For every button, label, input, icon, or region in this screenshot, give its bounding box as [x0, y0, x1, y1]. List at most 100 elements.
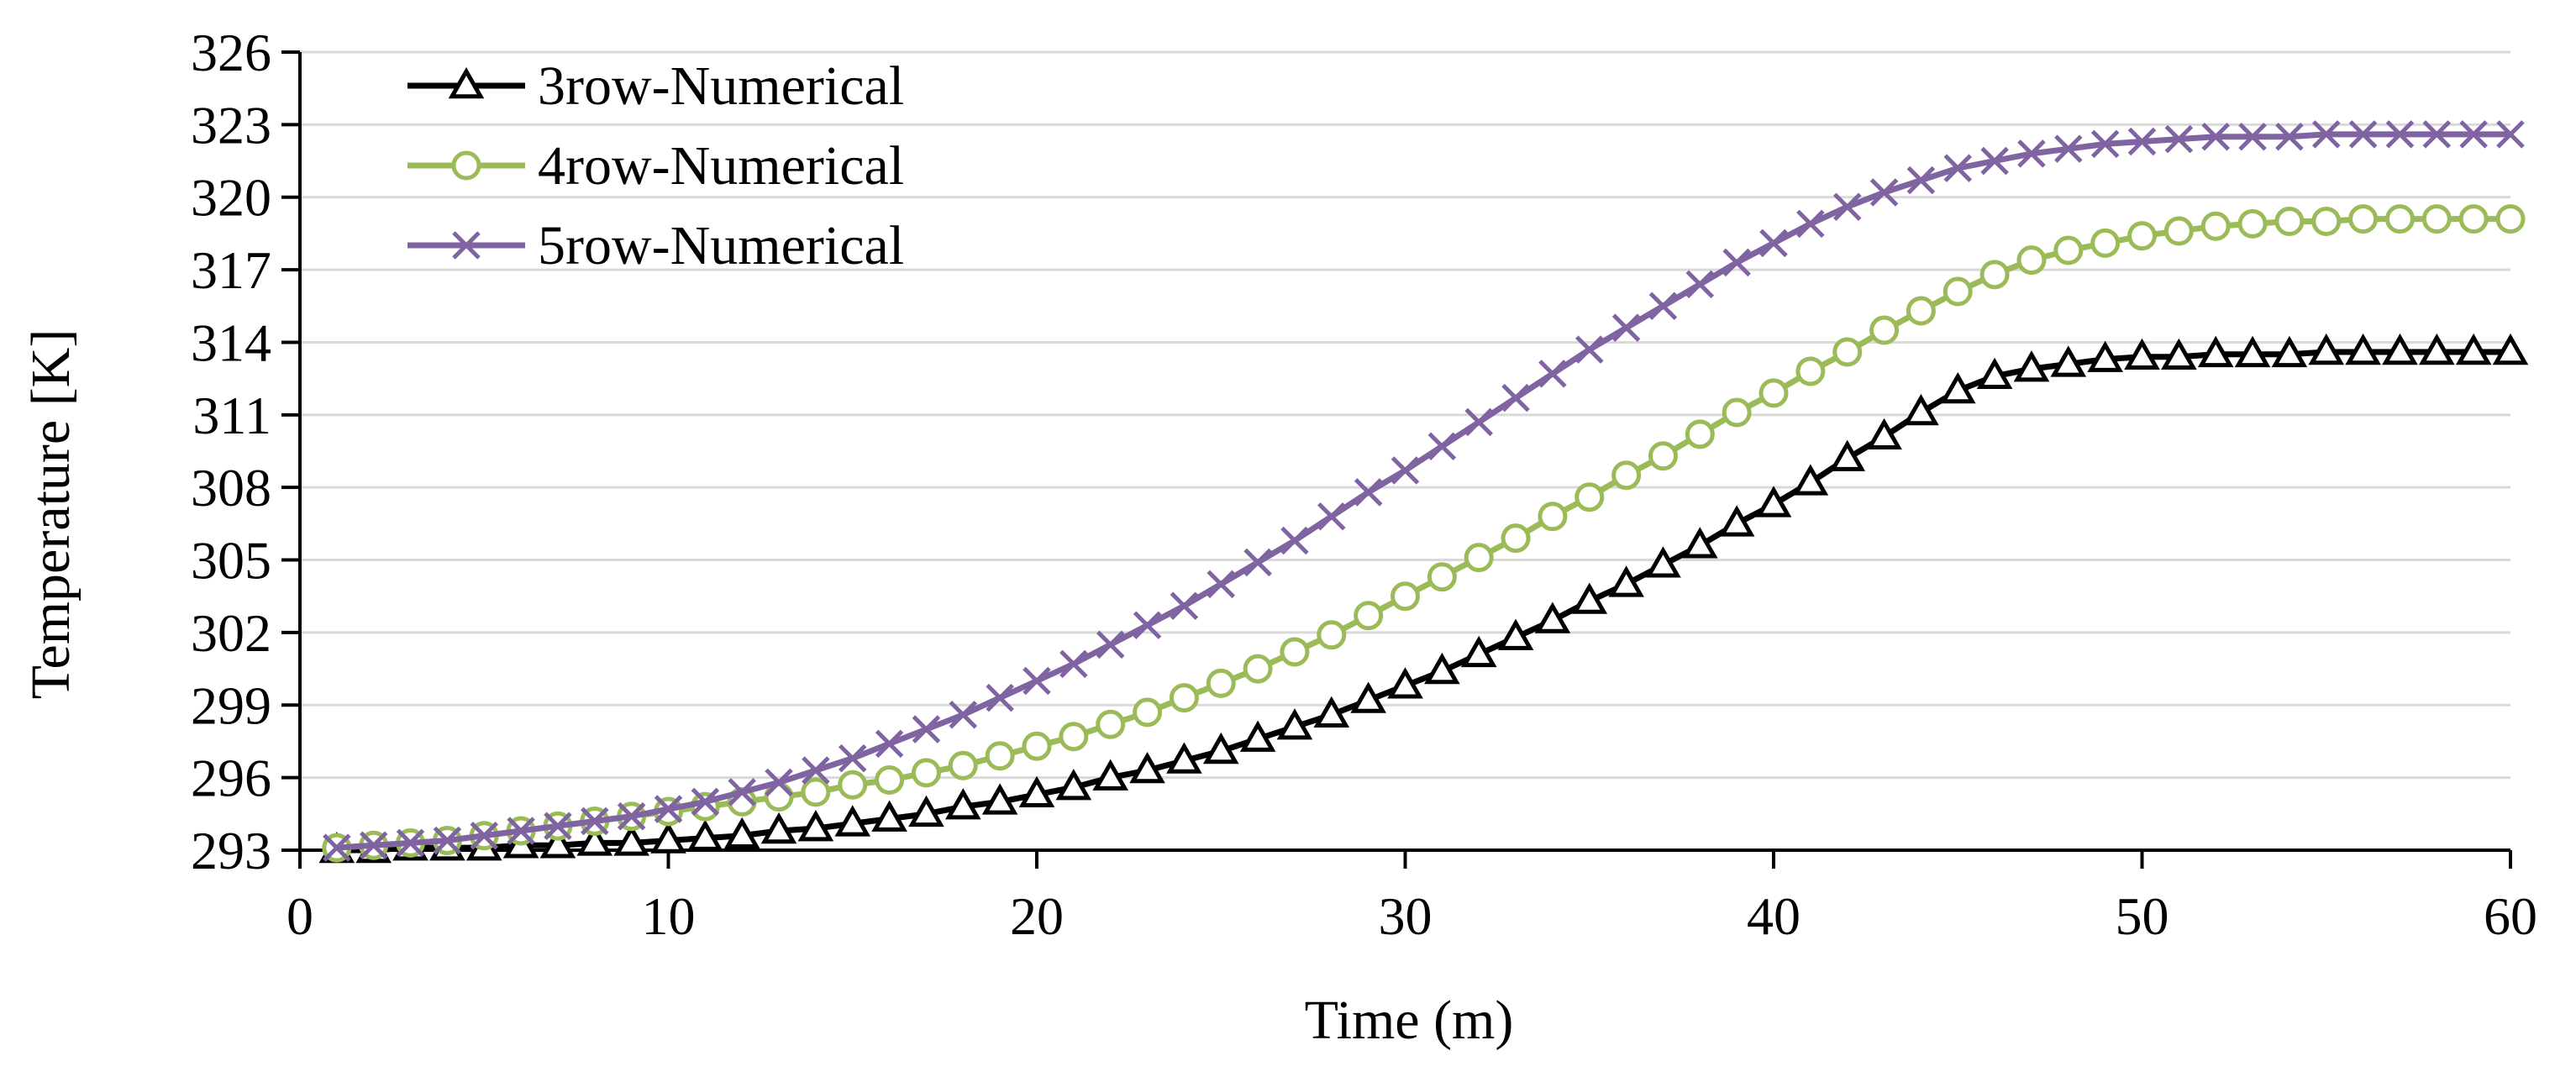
- data-point-triangle: [1976, 357, 2013, 390]
- data-point-x: [1501, 383, 1530, 412]
- data-point-x-stroke: [1133, 611, 1162, 640]
- data-point-x: [691, 787, 720, 817]
- data-point-triangle: [1460, 635, 1497, 668]
- data-point-x: [1648, 292, 1678, 321]
- data-point-x: [1722, 248, 1751, 277]
- x-tick-label: 10: [642, 886, 696, 946]
- data-point-x: [1023, 666, 1051, 696]
- data-point-x-stroke: [1391, 456, 1420, 485]
- data-point-x-stroke: [728, 778, 756, 806]
- data-point-x: [654, 795, 683, 823]
- data-point-x: [765, 768, 793, 797]
- legend-label: 4row-Numerical: [538, 135, 904, 197]
- y-tick-label: 299: [191, 675, 271, 735]
- data-point-x-stroke: [765, 768, 793, 797]
- data-point-triangle: [1202, 732, 1239, 764]
- data-point-triangle: [1755, 486, 1792, 517]
- data-point-x: [1280, 526, 1309, 555]
- data-point-x-stroke: [1317, 502, 1346, 531]
- data-point-triangle: [1792, 464, 1829, 496]
- data-point-circle: [1501, 523, 1531, 554]
- data-point-circle: [2458, 204, 2489, 234]
- x-tick-label: 20: [1010, 886, 1064, 946]
- data-point-x: [1464, 407, 1493, 437]
- data-point-x: [1059, 649, 1088, 679]
- data-point-circle: [875, 765, 905, 796]
- data-point-x: [1685, 270, 1715, 299]
- data-point-x-stroke: [838, 743, 867, 773]
- data-point-triangle: [2345, 333, 2381, 365]
- data-point-triangle: [1681, 527, 1718, 559]
- data-point-x: [1869, 178, 1899, 207]
- data-point-x: [1207, 570, 1236, 599]
- data-point-x-stroke: [1096, 630, 1125, 659]
- data-point-circle: [985, 741, 1015, 771]
- data-point-circle: [1317, 620, 1347, 650]
- data-point-x: [2459, 120, 2488, 149]
- data-point-x: [875, 729, 904, 759]
- data-point-x-stroke: [323, 833, 351, 862]
- data-point-x-stroke: [2201, 122, 2230, 151]
- data-point-circle: [2127, 221, 2157, 251]
- data-point-x: [986, 683, 1014, 712]
- data-point-triangle: [1571, 582, 1608, 614]
- data-point-circle: [801, 777, 831, 807]
- data-point-x-stroke: [1575, 335, 1604, 364]
- data-point-circle: [1611, 460, 1642, 491]
- data-point-x: [1832, 192, 1862, 222]
- data-point-circle: [1869, 315, 1900, 345]
- data-point-x-stroke: [2017, 139, 2046, 168]
- data-point-x-stroke: [802, 756, 830, 785]
- data-point-x-stroke: [2054, 134, 2083, 163]
- data-point-triangle: [834, 805, 871, 837]
- data-point-triangle: [613, 824, 649, 856]
- data-point-circle: [1832, 337, 1863, 367]
- data-point-x: [433, 826, 462, 855]
- data-point-triangle: [1829, 439, 1866, 471]
- data-point-circle: [838, 770, 868, 800]
- x-tick-label: 40: [1747, 886, 1801, 946]
- data-point-x-stroke: [1464, 407, 1493, 437]
- data-point-x-stroke: [912, 715, 941, 743]
- data-point-x: [617, 801, 646, 831]
- data-point-x: [1980, 146, 2009, 176]
- data-point-x-stroke: [2348, 120, 2378, 149]
- data-point-x-stroke: [2459, 120, 2488, 149]
- data-point-circle: [1096, 709, 1126, 739]
- data-point-triangle: [981, 783, 1018, 815]
- data-point-triangle: [1129, 751, 1165, 784]
- data-point-x-stroke: [1796, 209, 1825, 239]
- gridlines: [300, 50, 2510, 780]
- data-point-x-stroke: [1207, 570, 1236, 599]
- y-tick-label: 305: [191, 531, 271, 591]
- legend-entry-1: 3row-Numerical: [407, 55, 904, 117]
- data-point-triangle: [1608, 565, 1644, 597]
- data-point-triangle: [1387, 667, 1423, 699]
- data-point-triangle: [908, 795, 944, 827]
- data-point-x: [1243, 548, 1272, 577]
- data-point-circle: [2384, 204, 2415, 234]
- y-tick-label: 314: [191, 313, 271, 372]
- data-point-circle: [764, 782, 794, 812]
- data-point-triangle: [539, 827, 576, 859]
- data-point-circle: [1979, 260, 2010, 290]
- data-point-circle: [1022, 731, 1052, 761]
- data-point-x: [949, 701, 978, 729]
- data-point-circle: [2053, 235, 2084, 265]
- y-tick-label: 302: [191, 603, 271, 663]
- data-point-x: [2017, 139, 2046, 168]
- x-tick-label: 50: [2116, 886, 2169, 946]
- x-tick-label: 60: [2484, 886, 2537, 946]
- data-point-x-stroke: [691, 787, 720, 817]
- data-point-circle: [1722, 397, 1752, 428]
- data-point-x: [802, 756, 830, 785]
- data-point-x-stroke: [1611, 313, 1641, 342]
- data-point-circle: [1133, 697, 1163, 728]
- data-point-x-stroke: [875, 729, 904, 759]
- data-point-triangle: [2271, 335, 2308, 368]
- data-point-x: [1391, 456, 1420, 485]
- data-point-x-stroke: [1869, 178, 1899, 207]
- y-tick-label: 317: [191, 240, 271, 300]
- legend: 3row-Numerical 4row-Numerical 5row-Numeric…: [407, 55, 904, 276]
- data-point-triangle: [1239, 720, 1276, 752]
